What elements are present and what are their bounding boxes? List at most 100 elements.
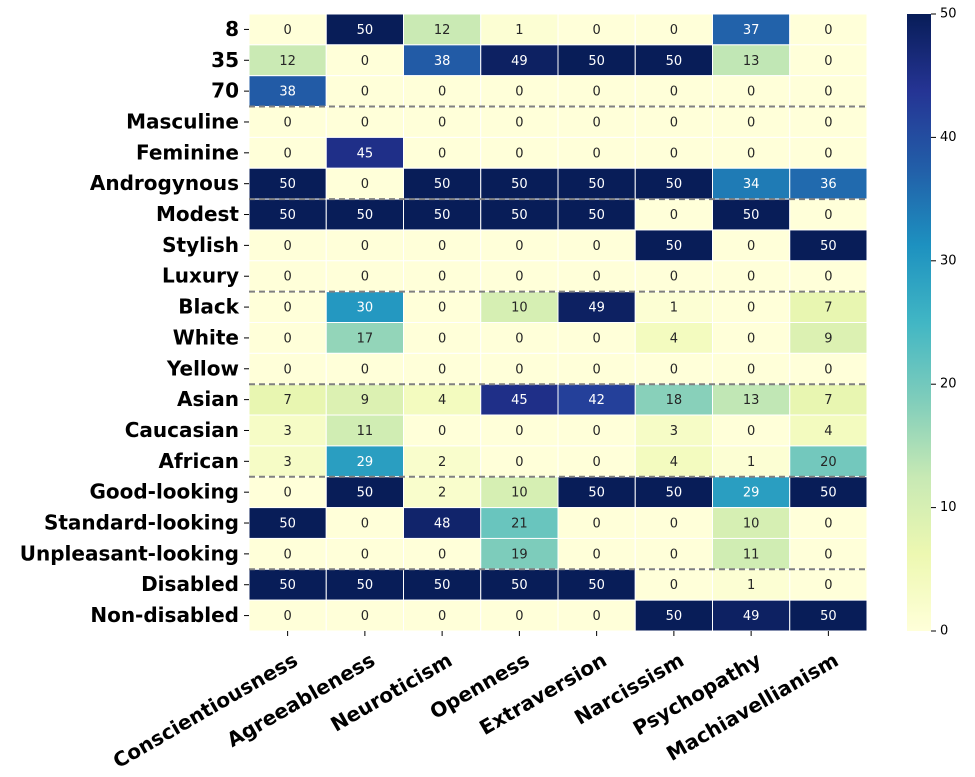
heatmap-cell [789,260,868,293]
heatmap-cell [789,136,868,169]
cell-value-label: 11 [743,547,760,562]
heatmap-cell [480,507,559,539]
cell-value-label: 50 [357,208,374,223]
cell-value-label: 0 [670,23,678,38]
heatmap-cell [789,445,868,478]
cell-value-label: 13 [743,54,760,69]
heatmap-cell [480,414,559,447]
heatmap-cell [634,260,713,293]
heatmap-cell [789,414,868,447]
cell-value-label: 0 [747,85,755,100]
cell-value-label: 0 [361,239,369,254]
cell-value-label: 0 [592,23,600,38]
heatmap-cell [403,167,482,200]
cell-value-label: 0 [592,455,600,470]
cell-value-label: 50 [743,208,760,223]
cell-value-label: 2 [438,455,446,470]
cell-value-label: 0 [283,146,291,161]
heatmap-cell [789,568,868,601]
heatmap-cell [325,167,404,200]
cell-value-label: 0 [283,239,291,254]
cell-value-label: 36 [820,177,837,192]
heatmap-cell [403,599,482,632]
row-label: Luxury [162,264,239,288]
cell-value-label: 7 [824,301,832,316]
heatmap-cell [248,352,327,385]
row-label: Standard-looking [44,511,239,535]
heatmap-cell [789,537,868,570]
heatmap-cell [712,476,791,509]
cell-value-label: 0 [361,609,369,624]
cell-value-label: 10 [511,486,528,501]
cell-value-label: 50 [666,609,683,624]
cell-value-label: 0 [670,85,678,100]
cell-value-label: 50 [666,486,683,501]
row-label: 8 [225,17,239,41]
cell-value-label: 50 [666,54,683,69]
cell-value-label: 17 [357,331,374,346]
heatmap-cell [248,568,327,601]
cell-value-label: 0 [747,301,755,316]
heatmap-cell [634,198,713,231]
cell-value-label: 50 [511,177,528,192]
cell-value-label: 0 [592,85,600,100]
heatmap-cell [634,44,713,77]
heatmap-cell [403,383,482,416]
cell-value-label: 50 [588,177,605,192]
cell-value-label: 0 [592,331,600,346]
heatmap-cell [325,75,404,108]
cell-value-label: 50 [279,578,296,593]
cell-value-label: 29 [743,486,760,501]
cell-value-label: 50 [588,578,605,593]
cell-value-label: 0 [361,270,369,285]
row-label: Black [178,295,239,319]
heatmap-cell [634,383,713,416]
cell-value-label: 0 [592,517,600,532]
colorbar-tick-label: 20 [940,377,957,392]
row-label: Non-disabled [90,603,239,627]
cell-value-label: 0 [438,331,446,346]
row-label: Masculine [126,109,239,133]
cell-value-label: 7 [283,393,291,408]
cell-value-label: 0 [824,146,832,161]
heatmap-cell [248,507,327,539]
cell-value-label: 0 [361,54,369,69]
heatmap-cell [403,537,482,570]
cell-value-label: 37 [743,23,760,38]
cell-value-label: 2 [438,486,446,501]
cell-value-label: 4 [670,455,678,470]
cell-value-label: 50 [588,54,605,69]
cell-value-label: 50 [434,578,451,593]
cell-value-label: 49 [511,54,528,69]
heatmap-cell [403,322,482,354]
cell-value-label: 9 [824,331,832,346]
heatmap-cell [325,44,404,77]
row-label: Stylish [162,233,239,257]
cell-value-label: 21 [511,517,528,532]
cell-value-label: 4 [670,331,678,346]
cell-value-label: 50 [666,177,683,192]
cell-value-label: 3 [283,424,291,439]
cell-value-label: 11 [357,424,374,439]
heatmap-cell [403,507,482,539]
cell-value-label: 1 [515,23,523,38]
cell-value-label: 50 [820,486,837,501]
row-label: 35 [211,48,239,72]
heatmap-cell [712,507,791,539]
cell-value-label: 0 [824,115,832,130]
heatmap-cell [480,476,559,509]
cell-value-label: 0 [438,362,446,377]
cell-value-label: 0 [670,517,678,532]
heatmap-cell [712,75,791,108]
cell-value-label: 1 [747,455,755,470]
cell-value-label: 0 [438,239,446,254]
heatmap-cell [557,106,636,138]
cell-value-label: 0 [592,270,600,285]
cell-value-label: 0 [824,208,832,223]
heatmap-cell [248,291,327,323]
row-label: Disabled [141,572,239,596]
heatmap-cell [557,229,636,262]
heatmap-cell [634,13,713,46]
heatmap-cell [403,291,482,323]
cell-value-label: 0 [670,578,678,593]
